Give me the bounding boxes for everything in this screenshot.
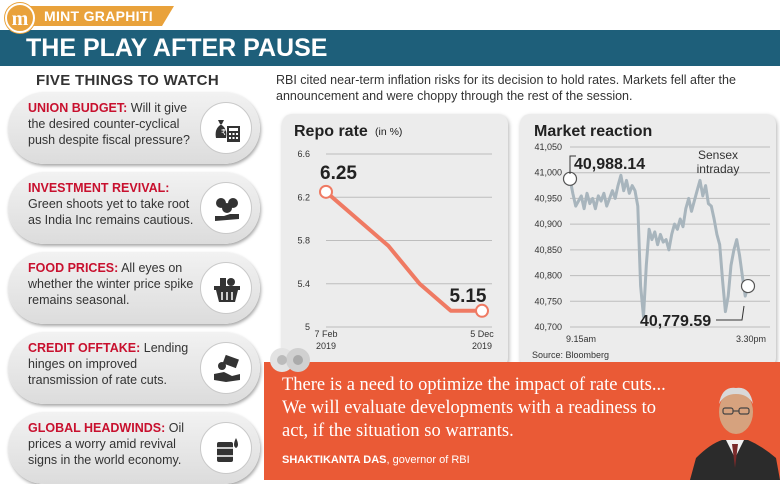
sensex-start-marker — [562, 171, 578, 186]
money-bag-calculator-icon: ₹ — [200, 102, 252, 154]
mint-logo-icon: m — [5, 3, 35, 33]
watch-item-food-prices: FOOD PRICES: All eyes on whether the win… — [8, 252, 260, 324]
repo-end-value-label: 5.15 — [450, 286, 487, 307]
food-basket-icon — [200, 262, 252, 314]
start-callout-line — [569, 155, 576, 174]
chart-source: Source: Bloomberg — [532, 350, 609, 360]
item-text: Lending hinges on improved transmission … — [28, 341, 189, 387]
chart-unit: (in %) — [375, 126, 402, 138]
sensex-series-line — [568, 173, 750, 319]
sensex-start-value-label: 40,988.14 — [574, 156, 645, 173]
x-label-start: 9.15am — [566, 334, 596, 344]
repo-rate-series-line — [324, 189, 484, 313]
repo-start-marker — [319, 184, 333, 199]
x-tick-label: 7 Feb — [314, 329, 337, 339]
watch-item-credit-offtake: CREDIT OFFTAKE: Lending hinges on improv… — [8, 332, 260, 404]
watch-item-global-headwinds: GLOBAL HEADWINDS: Oil prices a worry ami… — [8, 412, 260, 484]
item-head: UNION BUDGET: — [28, 101, 128, 115]
watch-item-union-budget: UNION BUDGET: Will it give the desired c… — [8, 92, 260, 164]
y-tick-label: 40,750 — [534, 296, 562, 306]
repo-start-value-label: 6.25 — [320, 163, 357, 184]
y-tick-label: 40,950 — [534, 193, 562, 203]
item-head: FOOD PRICES: — [28, 261, 119, 275]
market-reaction-chart: Market reaction 41,050 41,000 40,950 40,900… — [532, 123, 770, 360]
item-head: INVESTMENT REVIVAL: — [28, 181, 170, 195]
svg-text:₹: ₹ — [221, 128, 226, 137]
y-tick-label: 6.6 — [297, 149, 310, 159]
quote-box — [264, 362, 780, 480]
item-text: Oil prices a worry amid revival signs in… — [28, 421, 185, 467]
end-callout-line — [716, 305, 745, 321]
y-tick-label: 40,800 — [534, 271, 562, 281]
title-bar — [0, 30, 780, 66]
repo-rate-chart: Repo rate (in %) 6.6 6.2 5.8 5.4 5 7 Feb 2019… — [294, 123, 494, 351]
sensex-series-label-line2: intraday — [697, 162, 740, 176]
item-text: Will it give the desired counter-cyclica… — [28, 101, 190, 147]
y-tick-label: 6.2 — [297, 192, 310, 202]
hand-giving-money-icon — [200, 342, 252, 394]
quote-attribution: SHAKTIKANTA DAS, governor of RBI — [282, 454, 470, 466]
quote-speaker: SHAKTIKANTA DAS — [282, 454, 387, 466]
y-tick-label: 40,900 — [534, 219, 562, 229]
y-tick-label: 40,700 — [534, 322, 562, 332]
repo-end-marker — [475, 303, 489, 318]
y-tick-label: 5 — [305, 322, 310, 332]
kicker-label: MINT GRAPHITI — [24, 6, 174, 26]
money-bags-hand-icon — [200, 182, 252, 234]
quote-marks-icon — [270, 348, 310, 372]
item-head: GLOBAL HEADWINDS: — [28, 421, 166, 435]
x-tick-label: 2019 — [472, 341, 492, 351]
page-title: THE PLAY AFTER PAUSE — [26, 34, 328, 62]
chart-title: Market reaction — [534, 123, 652, 140]
y-tick-label: 5.4 — [297, 279, 310, 289]
watch-item-investment-revival: INVESTMENT REVIVAL: Green shoots yet to … — [8, 172, 260, 244]
y-tick-label: 5.8 — [297, 236, 310, 246]
y-tick-label: 40,850 — [534, 245, 562, 255]
chart-title: Repo rate — [294, 123, 368, 140]
item-text: Green shoots yet to take root as India I… — [28, 197, 194, 227]
five-things-heading: FIVE THINGS TO WATCH — [36, 72, 219, 89]
sensex-end-value-label: 40,779.59 — [640, 313, 711, 330]
quote-text: There is a need to optimize the impact o… — [282, 375, 666, 441]
item-head: CREDIT OFFTAKE: — [28, 341, 141, 355]
x-label-end: 3.30pm — [736, 334, 766, 344]
x-tick-label: 2019 — [316, 341, 336, 351]
intro-text: RBI cited near-term inflation risks for … — [276, 73, 736, 103]
x-tick-label: 5 Dec — [470, 329, 494, 339]
oil-barrel-icon — [200, 422, 252, 474]
sensex-series-label-line1: Sensex — [698, 148, 738, 162]
y-tick-label: 41,000 — [534, 168, 562, 178]
item-text: All eyes on whether the winter price spi… — [28, 261, 194, 307]
quote-role: , governor of RBI — [386, 454, 470, 466]
sensex-end-marker — [740, 278, 756, 294]
speaker-portrait — [690, 387, 780, 480]
y-tick-label: 41,050 — [534, 142, 562, 152]
